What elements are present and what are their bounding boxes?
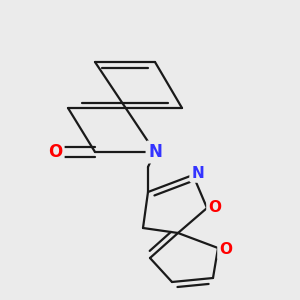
Text: O: O <box>220 242 232 257</box>
Text: O: O <box>48 143 62 161</box>
Text: N: N <box>192 166 204 181</box>
Text: O: O <box>208 200 221 215</box>
Text: N: N <box>148 143 162 161</box>
